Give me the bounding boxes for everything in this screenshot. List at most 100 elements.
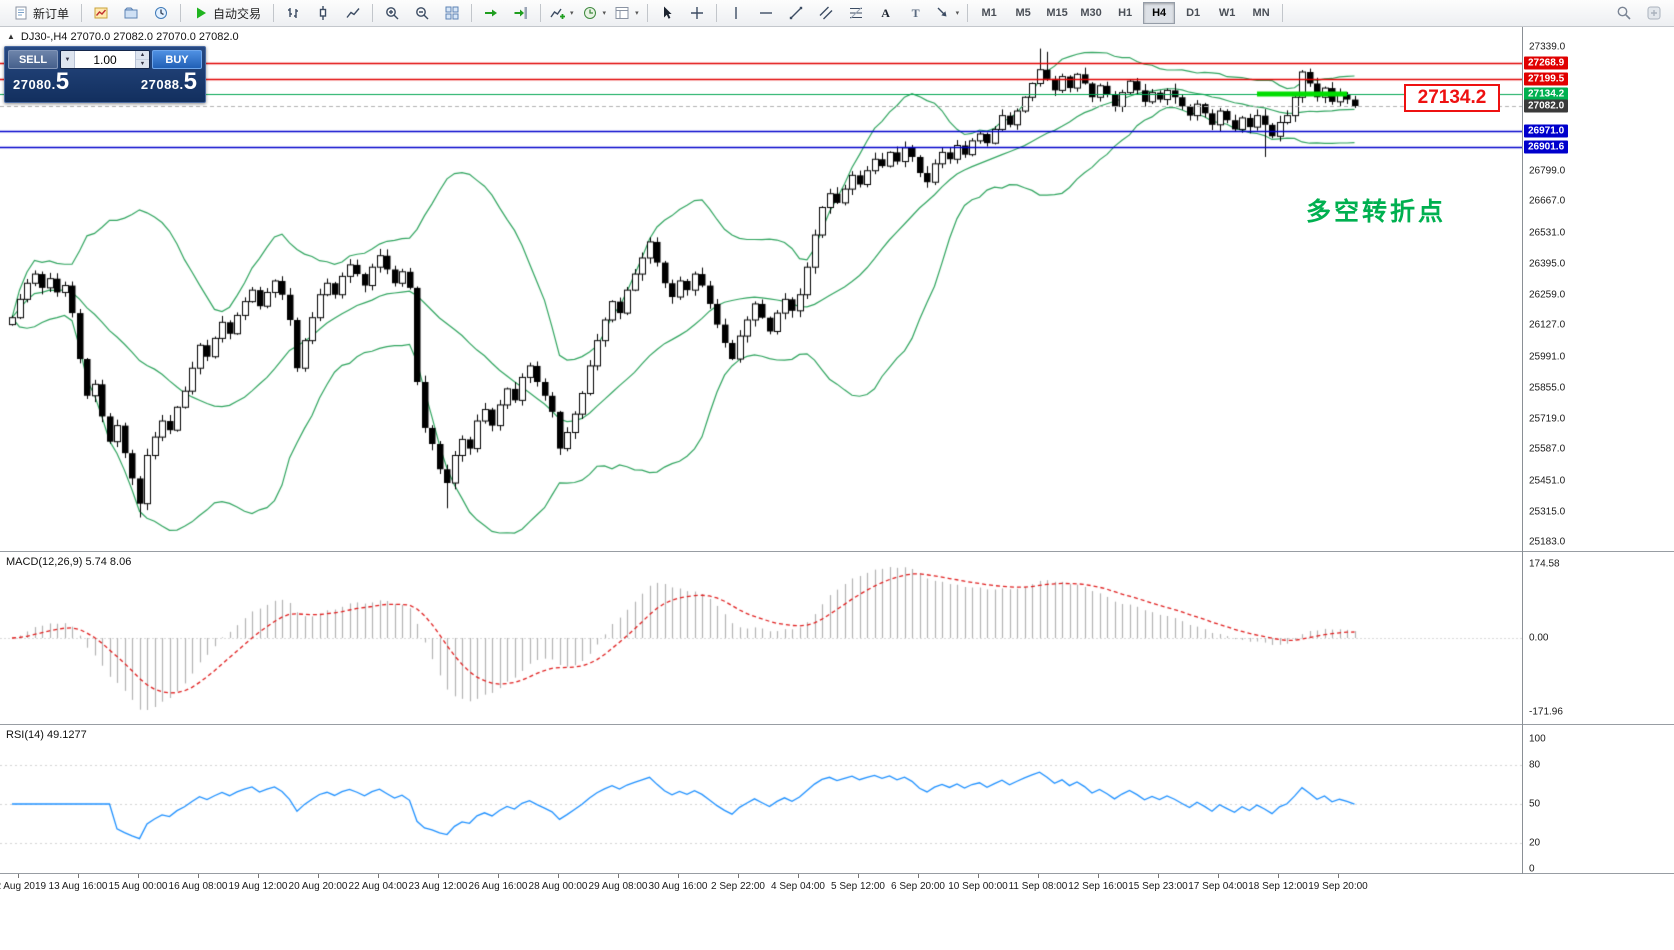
price-axis-label: 25719.0 xyxy=(1529,413,1566,425)
toolbar-separator xyxy=(646,4,648,22)
toolbar-separator xyxy=(180,4,182,22)
bar-chart-icon[interactable] xyxy=(278,1,308,25)
tile-windows-icon xyxy=(444,5,460,21)
price-axis-label: 26531.0 xyxy=(1529,227,1566,238)
time-axis-label: 19 Aug 12:00 xyxy=(228,881,288,892)
new-order-button[interactable]: 新订单 xyxy=(5,1,77,25)
timeframe-button-m5[interactable]: M5 xyxy=(1015,7,1031,19)
time-axis-label: 6 Sep 20:00 xyxy=(891,881,945,892)
timeframe-button-h1[interactable]: H1 xyxy=(1118,7,1133,19)
profiles-icon[interactable] xyxy=(116,1,146,25)
price-axis[interactable]: 27339.0 26799.0 26667.0 26531.0 26395.0 26259… xyxy=(1522,27,1674,894)
buy-price-pips: 5 xyxy=(183,68,197,95)
volume-dropdown-icon[interactable]: ▼ xyxy=(61,51,75,68)
timeframe-button-mn[interactable]: MN xyxy=(1252,7,1270,19)
templates-icon[interactable]: ▾ xyxy=(610,1,643,25)
macd-panel-canvas[interactable] xyxy=(0,552,1522,724)
time-axis-tick xyxy=(558,874,559,878)
time-axis-label: 16 Aug 08:00 xyxy=(168,881,228,892)
arrows-icon[interactable]: ▾ xyxy=(931,1,964,25)
tile-windows-icon[interactable] xyxy=(437,1,467,25)
one-click-controls: SELL ▼ ▲ ▼ BUY xyxy=(8,50,202,69)
time-axis-label: 29 Aug 08:00 xyxy=(588,881,648,892)
time-axis-tick xyxy=(1338,874,1339,878)
candlestick-chart-icon[interactable] xyxy=(308,1,338,25)
time-axis-label: 2 Sep 22:00 xyxy=(711,881,765,892)
timeframe-button-h4[interactable]: H4 xyxy=(1143,2,1176,24)
one-click-collapse-icon[interactable]: ▲ xyxy=(7,32,15,41)
time-axis-tick xyxy=(1158,874,1159,878)
cursor-icon xyxy=(659,5,675,21)
dropdown-caret-icon: ▾ xyxy=(570,10,574,17)
toolbar-separator xyxy=(471,4,473,22)
timeframe-button-w1[interactable]: W1 xyxy=(1218,7,1236,19)
new-chart-icon[interactable] xyxy=(86,1,116,25)
community-icon[interactable] xyxy=(1639,1,1669,25)
fibonacci-icon xyxy=(848,5,864,21)
timeframe-button-m1[interactable]: M1 xyxy=(981,7,997,19)
chart-shift-icon[interactable] xyxy=(506,1,536,25)
main-chart-canvas[interactable] xyxy=(0,27,1522,551)
chart-text-annotation[interactable]: 多空转折点 xyxy=(1306,198,1447,226)
text-icon[interactable]: A xyxy=(871,1,901,25)
toolbar-group: 新订单 xyxy=(5,1,77,25)
timeframe-button-d1[interactable]: D1 xyxy=(1186,7,1201,19)
price-axis-separator xyxy=(1522,27,1523,894)
trendline-icon[interactable] xyxy=(781,1,811,25)
fibonacci-icon[interactable] xyxy=(841,1,871,25)
cursor-icon[interactable] xyxy=(652,1,682,25)
time-axis-tick xyxy=(258,874,259,878)
zoom-out-icon xyxy=(414,5,430,21)
sell-price-main: 27080. xyxy=(13,77,56,92)
toolbar-group xyxy=(86,1,176,25)
search-icon[interactable] xyxy=(1609,1,1639,25)
time-axis-label: 10 Sep 00:00 xyxy=(948,881,1008,892)
periods-icon xyxy=(582,5,598,21)
equidistant-channel-icon[interactable] xyxy=(811,1,841,25)
rsi-panel-canvas[interactable] xyxy=(0,725,1522,873)
line-chart-icon[interactable] xyxy=(338,1,368,25)
toolbar-separator xyxy=(273,4,275,22)
data-window-icon[interactable] xyxy=(146,1,176,25)
price-axis-label: 26259.0 xyxy=(1529,289,1566,301)
timeframe-button-m30[interactable]: M30 xyxy=(1080,7,1102,19)
time-axis-tick xyxy=(738,874,739,878)
price-axis-label: 25183.0 xyxy=(1529,536,1566,548)
timeframe-button-m15[interactable]: M15 xyxy=(1046,7,1068,19)
volume-stepper: ▼ ▲ ▼ xyxy=(60,50,150,69)
horizontal-line-icon[interactable] xyxy=(751,1,781,25)
indicators-icon[interactable]: ▾ xyxy=(545,1,578,25)
volume-up-icon[interactable]: ▲ xyxy=(136,51,149,60)
panel-separator-rsi-timeaxis[interactable] xyxy=(0,873,1674,874)
panel-separator-macd-rsi[interactable] xyxy=(0,724,1674,725)
panel-separator-main-macd[interactable] xyxy=(0,551,1674,552)
time-axis-tick xyxy=(1098,874,1099,878)
price-axis-label: 26127.0 xyxy=(1529,319,1566,331)
time-axis-label: 13 Aug 16:00 xyxy=(48,881,108,892)
label-icon: T xyxy=(911,5,920,20)
autotrading-button[interactable]: 自动交易 xyxy=(185,1,269,25)
zoom-in-icon[interactable] xyxy=(377,1,407,25)
time-axis-label: 26 Aug 16:00 xyxy=(468,881,528,892)
new-order-button-icon xyxy=(13,5,29,21)
buy-button[interactable]: BUY xyxy=(152,50,202,69)
label-icon[interactable]: T xyxy=(901,1,931,25)
vertical-line-icon[interactable] xyxy=(721,1,751,25)
price-line-tag: 27134.2 xyxy=(1524,87,1569,101)
price-callout-box[interactable]: 27134.2 xyxy=(1404,84,1500,112)
rsi-axis-label: 80 xyxy=(1529,759,1541,771)
zoom-out-icon[interactable] xyxy=(407,1,437,25)
volume-down-icon[interactable]: ▼ xyxy=(136,60,149,68)
crosshair-icon[interactable] xyxy=(682,1,712,25)
volume-input[interactable] xyxy=(75,51,135,68)
toolbar-separator xyxy=(715,4,717,22)
sell-button[interactable]: SELL xyxy=(8,50,58,69)
periods-icon[interactable]: ▾ xyxy=(578,1,611,25)
new-order-button-label: 新订单 xyxy=(33,6,70,21)
auto-scroll-icon xyxy=(483,5,499,21)
auto-scroll-icon[interactable] xyxy=(476,1,506,25)
time-axis-label: 15 Aug 00:00 xyxy=(108,881,168,892)
vertical-line-icon xyxy=(728,5,744,21)
